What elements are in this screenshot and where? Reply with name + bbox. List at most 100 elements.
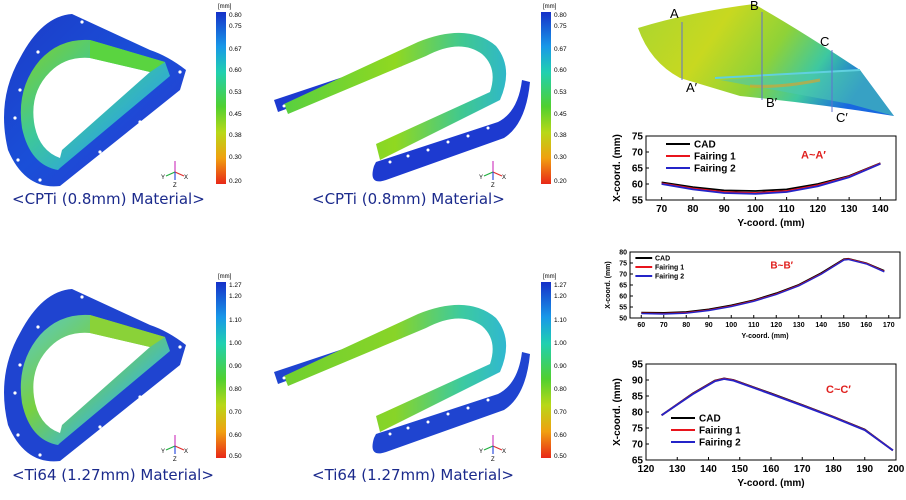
svg-text:0.90: 0.90 bbox=[554, 363, 567, 370]
legend-label: Fairing 2 bbox=[699, 438, 741, 449]
svg-text:1.20: 1.20 bbox=[554, 293, 567, 300]
x-tick-label: 70 bbox=[656, 204, 668, 215]
svg-text:0.80: 0.80 bbox=[229, 12, 242, 19]
svg-text:X: X bbox=[502, 449, 506, 455]
y-tick-label: 50 bbox=[619, 315, 627, 322]
svg-text:Z: Z bbox=[491, 183, 495, 188]
colorbar-ticks: 0.80 0.75 0.67 0.60 0.53 0.45 0.38 0.30 … bbox=[229, 12, 242, 185]
section-label-c: C bbox=[820, 34, 829, 49]
svg-text:0.38: 0.38 bbox=[554, 132, 567, 139]
svg-text:Y: Y bbox=[479, 175, 483, 181]
colorbar-ti64-left: [mm] 1.27 1.20 1.10 1.00 0.90 0.80 0.70 … bbox=[216, 274, 242, 460]
svg-text:0.50: 0.50 bbox=[554, 453, 567, 460]
x-tick-label: 110 bbox=[748, 322, 759, 329]
legend-label: CAD bbox=[694, 140, 716, 151]
y-tick-label: 70 bbox=[632, 440, 644, 451]
svg-text:0.75: 0.75 bbox=[229, 23, 242, 30]
legend-label: Fairing 1 bbox=[699, 426, 741, 437]
fairing-surface-sections: A A′ B B′ C C′ bbox=[638, 0, 894, 125]
svg-text:Z: Z bbox=[173, 183, 177, 188]
section-label-b2: B′ bbox=[766, 95, 778, 110]
y-tick-label: 65 bbox=[632, 164, 644, 175]
x-tick-label: 90 bbox=[705, 322, 713, 329]
y-axis-label: X-coord. (mm) bbox=[612, 134, 623, 202]
legend-label: Fairing 2 bbox=[655, 273, 684, 280]
x-tick-label: 80 bbox=[682, 322, 690, 329]
svg-text:0.70: 0.70 bbox=[554, 409, 567, 416]
svg-text:Z: Z bbox=[173, 457, 177, 462]
ti64-model-side bbox=[274, 304, 530, 454]
x-axis-label: Y-coord. (mm) bbox=[737, 478, 804, 489]
x-tick-label: 190 bbox=[856, 464, 873, 475]
svg-text:X: X bbox=[184, 449, 188, 455]
x-tick-label: 150 bbox=[731, 464, 748, 475]
x-tick-label: 140 bbox=[700, 464, 717, 475]
x-tick-label: 90 bbox=[719, 204, 731, 215]
x-tick-label: 130 bbox=[669, 464, 686, 475]
chart-section-c: 120 130 140 150 160 170 180 190 200 65 70 75 80 85 90 9… bbox=[612, 360, 905, 490]
svg-text:1.00: 1.00 bbox=[229, 340, 242, 347]
svg-text:1.27: 1.27 bbox=[554, 282, 567, 289]
y-tick-label: 65 bbox=[619, 282, 627, 289]
svg-text:Y: Y bbox=[161, 449, 165, 455]
x-tick-label: 120 bbox=[638, 464, 655, 475]
y-tick-label: 75 bbox=[632, 132, 644, 143]
svg-text:1.27: 1.27 bbox=[229, 282, 242, 289]
y-tick-label: 70 bbox=[632, 148, 644, 159]
x-tick-label: 160 bbox=[763, 464, 780, 475]
section-label-c2: C′ bbox=[836, 110, 848, 125]
x-tick-label: 170 bbox=[794, 464, 811, 475]
legend-label: CAD bbox=[699, 414, 721, 425]
chart-section-b: 60 70 80 90 100 110 120 130 140 150 160 170 50 55 60 65… bbox=[605, 249, 901, 340]
legend-label: Fairing 2 bbox=[694, 164, 736, 175]
y-axis-label: X-coord. (mm) bbox=[612, 378, 623, 446]
svg-text:X: X bbox=[502, 175, 506, 181]
y-tick-label: 85 bbox=[632, 392, 644, 403]
x-tick-label: 170 bbox=[883, 322, 895, 329]
x-tick-label: 130 bbox=[793, 322, 805, 329]
colorbar-cpti-left: [mm] 0.80 0.75 0.67 0.60 0.53 0.45 0.38 … bbox=[216, 4, 242, 185]
svg-text:0.30: 0.30 bbox=[554, 154, 567, 161]
y-tick-label: 95 bbox=[632, 360, 644, 371]
svg-text:0.30: 0.30 bbox=[229, 154, 242, 161]
cpti-model-side bbox=[274, 32, 530, 182]
svg-text:[mm]: [mm] bbox=[218, 274, 232, 280]
section-annotation: B~B′ bbox=[770, 261, 793, 272]
svg-text:0.53: 0.53 bbox=[554, 89, 567, 96]
x-tick-label: 140 bbox=[872, 204, 889, 215]
section-label-a2: A′ bbox=[686, 80, 698, 95]
y-tick-label: 75 bbox=[632, 424, 644, 435]
cpti-model-perspective bbox=[4, 14, 186, 187]
svg-text:0.70: 0.70 bbox=[229, 409, 242, 416]
svg-text:0.20: 0.20 bbox=[554, 178, 567, 185]
axis-triad-icon: Y X Z bbox=[479, 161, 506, 188]
svg-text:0.75: 0.75 bbox=[554, 23, 567, 30]
svg-text:1.20: 1.20 bbox=[229, 293, 242, 300]
svg-text:[mm]: [mm] bbox=[218, 4, 232, 10]
svg-text:0.90: 0.90 bbox=[229, 363, 242, 370]
caption-cpti-left: <CPTi (0.8mm) Material> bbox=[12, 190, 205, 208]
x-tick-label: 150 bbox=[838, 322, 850, 329]
legend-label: Fairing 1 bbox=[655, 264, 684, 271]
y-tick-label: 90 bbox=[632, 376, 644, 387]
x-axis-label: Y-coord. (mm) bbox=[737, 218, 804, 229]
series-line-2 bbox=[661, 377, 894, 452]
svg-text:0.45: 0.45 bbox=[229, 111, 242, 118]
svg-text:0.80: 0.80 bbox=[229, 386, 242, 393]
svg-text:0.53: 0.53 bbox=[229, 89, 242, 96]
x-tick-label: 120 bbox=[770, 322, 782, 329]
caption-ti64-left: <Ti64 (1.27mm) Material> bbox=[12, 466, 214, 484]
svg-text:0.80: 0.80 bbox=[554, 386, 567, 393]
x-tick-label: 80 bbox=[687, 204, 699, 215]
y-axis-label: X-coord. (mm) bbox=[605, 261, 612, 308]
axis-triad-icon: Y X Z bbox=[479, 435, 506, 462]
x-tick-label: 100 bbox=[747, 204, 764, 215]
ti64-model-perspective bbox=[4, 289, 186, 462]
y-tick-label: 55 bbox=[619, 304, 627, 311]
svg-text:1.10: 1.10 bbox=[229, 317, 242, 324]
y-tick-label: 75 bbox=[619, 260, 627, 267]
svg-text:1.00: 1.00 bbox=[554, 340, 567, 347]
axis-triad-icon: Y X Z bbox=[161, 161, 188, 188]
x-tick-label: 140 bbox=[815, 322, 827, 329]
svg-text:0.60: 0.60 bbox=[554, 432, 567, 439]
